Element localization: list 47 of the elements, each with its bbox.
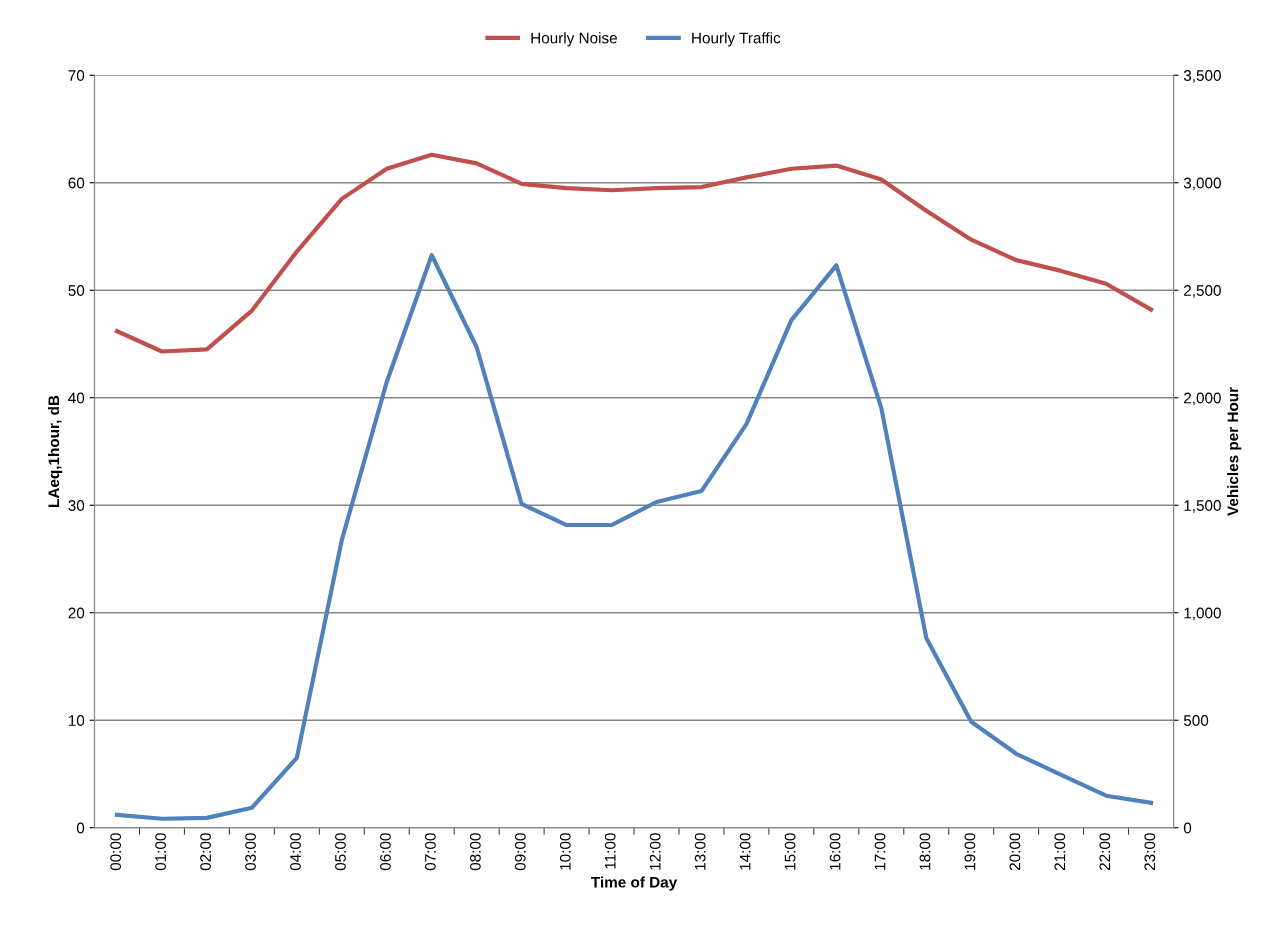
y-tick-label: 50 xyxy=(68,285,85,296)
x-tick-label: 00:00 xyxy=(110,833,122,871)
x-tick-label: 11:00 xyxy=(604,833,616,869)
y2-tick-label: 3,500 xyxy=(1183,70,1221,83)
y2-axis-title: Vehicles per Hour xyxy=(1227,387,1242,516)
x-tick-label: 19:00 xyxy=(964,833,976,870)
y2-tick-label: 3,000 xyxy=(1183,177,1221,191)
y-tick-label: 60 xyxy=(68,177,85,189)
y-tick-label: 10 xyxy=(68,715,85,726)
x-tick-label: 05:00 xyxy=(335,833,346,871)
x-tick-label: 22:00 xyxy=(1099,833,1111,871)
x-tick-label: 06:00 xyxy=(380,833,391,871)
x-tick-label: 07:00 xyxy=(424,833,436,871)
y2-tick-label: 2,000 xyxy=(1184,392,1221,406)
y2-tick-label: 500 xyxy=(1183,715,1209,726)
x-tick-label: 12:00 xyxy=(649,833,661,870)
x-tick-label: 04:00 xyxy=(290,833,301,871)
y-tick-label: 70 xyxy=(68,70,85,81)
y2-tick-label: 0 xyxy=(1183,822,1192,834)
x-tick-label: 02:00 xyxy=(200,833,211,871)
x-tick-label: 10:00 xyxy=(559,833,571,870)
x-tick-label: 03:00 xyxy=(245,833,256,871)
y-tick-label: 40 xyxy=(68,392,85,404)
x-tick-label: 23:00 xyxy=(1144,833,1156,871)
y2-tick-label: 1,500 xyxy=(1184,500,1221,513)
x-tick-label: 01:00 xyxy=(155,833,167,871)
y-axis-title: LAeq,1hour, dB xyxy=(47,395,63,507)
legend-label: Hourly Noise xyxy=(531,32,617,47)
legend-label: Hourly Traffic xyxy=(692,32,781,47)
y2-tick-label: 2,500 xyxy=(1184,285,1221,298)
x-tick-label: 17:00 xyxy=(874,833,886,870)
line-series xyxy=(114,253,1154,821)
line-series xyxy=(114,152,1154,354)
x-tick-label: 20:00 xyxy=(1009,833,1021,871)
x-tick-label: 13:00 xyxy=(694,833,706,870)
x-tick-label: 18:00 xyxy=(919,833,931,870)
x-tick-label: 09:00 xyxy=(514,833,526,871)
x-tick-label: 21:00 xyxy=(1054,833,1066,871)
x-tick-label: 08:00 xyxy=(469,833,481,871)
x-tick-label: 14:00 xyxy=(739,833,751,870)
y-tick-label: 30 xyxy=(68,500,85,511)
y2-tick-label: 1,000 xyxy=(1184,607,1221,621)
x-tick-label: 16:00 xyxy=(829,833,841,870)
x-axis-title: Time of Day xyxy=(591,876,678,891)
y-tick-label: 20 xyxy=(68,607,85,619)
y-tick-label: 0 xyxy=(76,822,85,834)
x-tick-label: 15:00 xyxy=(784,833,796,870)
